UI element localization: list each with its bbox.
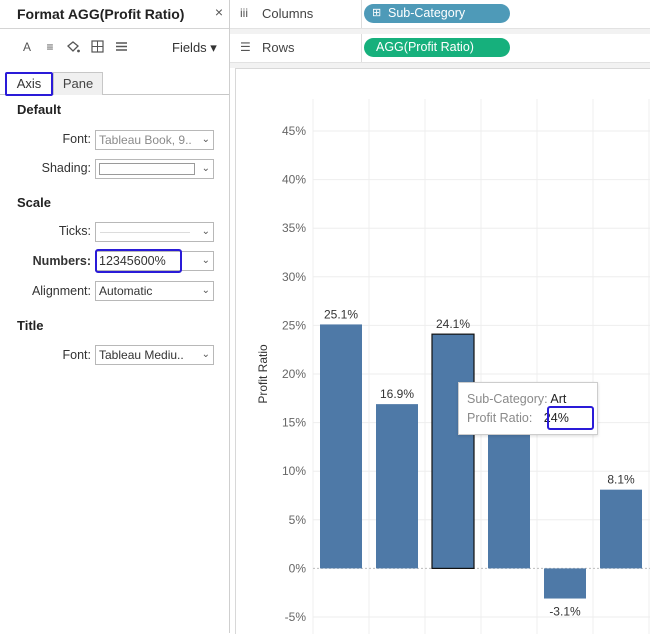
format-panel: Format AGG(Profit Ratio) × A ≡ Fields ▾ … xyxy=(0,0,230,633)
shelf-gap xyxy=(230,63,650,68)
tooltip-value-highlight xyxy=(547,406,594,430)
tab-pane[interactable]: Pane xyxy=(53,72,103,95)
columns-icon: iii xyxy=(240,6,248,20)
shading-icon[interactable] xyxy=(66,40,80,56)
y-tick-label: 10% xyxy=(282,464,306,478)
fields-dropdown[interactable]: Fields ▾ xyxy=(172,40,217,55)
ticks-dropdown[interactable]: ⌄ xyxy=(95,222,214,242)
tooltip-label-profit-ratio: Profit Ratio: xyxy=(467,411,533,425)
panel-header: Format AGG(Profit Ratio) × xyxy=(0,0,229,29)
chevron-down-icon: ⌄ xyxy=(201,226,210,237)
bar-data-label: 24.1% xyxy=(436,317,470,331)
shading-label: Shading: xyxy=(41,161,91,175)
close-icon[interactable]: × xyxy=(214,4,223,20)
rows-icon: ☰ xyxy=(240,40,251,54)
tooltip-value-profit-ratio: 24% xyxy=(543,411,569,425)
chart-svg: 45% 40% 35% 30% 25% 20% 15% 10% 5% 0% -5% Profit Ra… xyxy=(256,99,650,634)
chevron-down-icon: ⌄ xyxy=(201,255,210,266)
shelf-divider xyxy=(361,34,362,62)
chevron-down-icon: ⌄ xyxy=(201,163,210,174)
y-tick-label: 30% xyxy=(282,270,306,284)
bar xyxy=(376,404,418,569)
y-tick-label: 45% xyxy=(282,124,306,138)
y-tick-label: 0% xyxy=(289,561,307,575)
alignment-value: Automatic xyxy=(99,284,153,298)
profit-ratio-pill[interactable]: AGG(Profit Ratio) xyxy=(364,38,510,57)
y-tick-label: 35% xyxy=(282,221,306,235)
title-font-value: Tableau Mediu.. xyxy=(99,348,184,362)
tooltip-label-sub-category: Sub-Category: xyxy=(467,392,548,406)
alignment-dropdown[interactable]: Automatic ⌄ xyxy=(95,281,214,301)
bar xyxy=(544,568,586,599)
bar xyxy=(431,333,475,570)
tooltip-line-1: Sub-Category: Art xyxy=(467,392,566,406)
default-font-dropdown[interactable]: Tableau Book, 9.. ⌄ xyxy=(95,130,214,150)
y-tick-label: 25% xyxy=(282,318,306,332)
chevron-down-icon: ⌄ xyxy=(201,349,210,360)
section-default-heading: Default xyxy=(17,102,62,117)
bar-data-label: -3.1% xyxy=(549,605,581,619)
tooltip-line-2: Profit Ratio: 24% xyxy=(467,411,569,425)
borders-icon[interactable] xyxy=(90,40,104,56)
y-tick-label: 5% xyxy=(289,513,307,527)
default-font-label: Font: xyxy=(62,132,92,146)
alignment-label: Alignment: xyxy=(31,284,91,298)
shading-swatch xyxy=(99,163,195,175)
section-scale-heading: Scale xyxy=(17,195,51,210)
bar-data-label: 16.9% xyxy=(380,387,414,401)
shelf-gap xyxy=(230,29,650,34)
shading-dropdown[interactable]: ⌄ xyxy=(95,159,214,179)
section-title-heading: Title xyxy=(17,318,44,333)
tooltip: Sub-Category: Art Profit Ratio: 24% xyxy=(458,382,598,435)
chevron-down-icon: ⌄ xyxy=(201,134,210,145)
numbers-value: 12345600% xyxy=(99,254,166,268)
y-tick-label: 20% xyxy=(282,367,306,381)
numbers-label: Numbers: xyxy=(32,254,91,268)
lines-icon[interactable] xyxy=(114,40,128,56)
bar-data-label: 25.1% xyxy=(324,307,358,321)
y-tick-label: 15% xyxy=(282,416,306,430)
default-font-value: Tableau Book, 9.. xyxy=(99,133,192,147)
rows-shelf[interactable]: ☰ Rows AGG(Profit Ratio) xyxy=(230,34,650,63)
shelf-divider xyxy=(361,0,362,28)
bar xyxy=(600,489,642,569)
y-tick-label: -5% xyxy=(285,610,307,624)
columns-label: Columns xyxy=(262,6,314,21)
bar xyxy=(488,417,530,569)
font-icon[interactable]: A xyxy=(22,40,31,54)
ticks-preview xyxy=(100,232,190,233)
expand-icon: ⊞ xyxy=(372,7,382,19)
y-tick-label: 40% xyxy=(282,173,306,187)
sub-category-pill-label: Sub-Category xyxy=(388,6,466,20)
panel-title: Format AGG(Profit Ratio) xyxy=(17,6,185,22)
y-axis-label: Profit Ratio xyxy=(256,344,270,404)
bar xyxy=(320,324,362,569)
ticks-label: Ticks: xyxy=(58,224,91,238)
tooltip-value-sub-category: Art xyxy=(550,392,567,406)
numbers-highlight xyxy=(95,249,182,273)
bar-chart: 45% 40% 35% 30% 25% 20% 15% 10% 5% 0% -5% Profit Ra… xyxy=(235,68,650,634)
tab-axis[interactable]: Axis xyxy=(5,72,53,96)
alignment-icon[interactable]: ≡ xyxy=(46,40,54,54)
sub-category-pill[interactable]: ⊞ Sub-Category xyxy=(364,4,510,23)
format-tabs: Axis Pane xyxy=(0,72,229,96)
profit-ratio-pill-label: AGG(Profit Ratio) xyxy=(376,40,474,54)
title-font-dropdown[interactable]: Tableau Mediu.. ⌄ xyxy=(95,345,214,365)
bar-data-label: 8.1% xyxy=(607,473,635,487)
rows-label: Rows xyxy=(262,40,295,55)
title-font-label: Font: xyxy=(62,348,92,362)
columns-shelf[interactable]: iii Columns ⊞ Sub-Category xyxy=(230,0,650,29)
chevron-down-icon: ⌄ xyxy=(201,285,210,296)
